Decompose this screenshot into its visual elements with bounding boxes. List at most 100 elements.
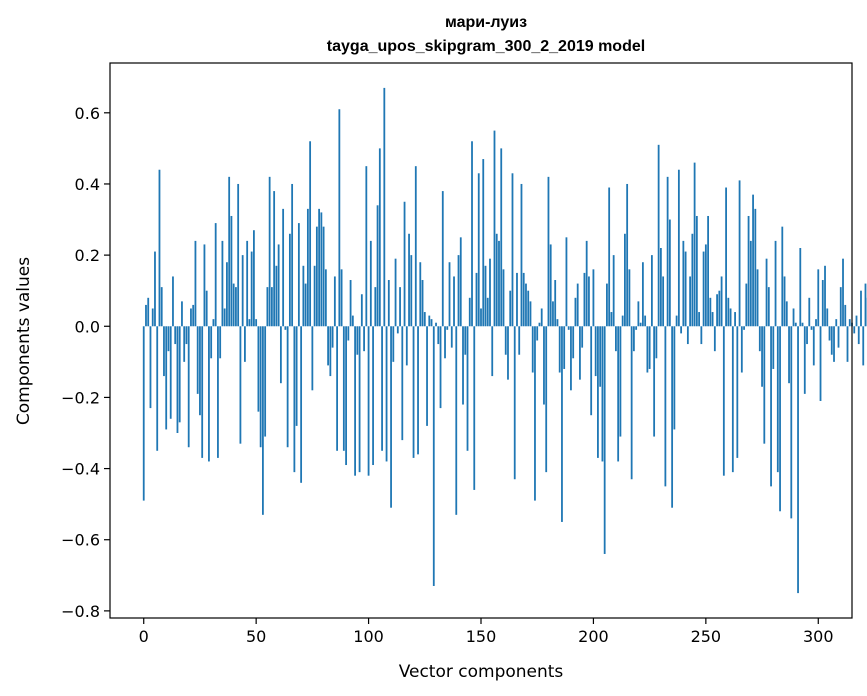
bar-71 xyxy=(302,265,305,327)
bar-89 xyxy=(342,326,345,451)
bar-235 xyxy=(671,326,674,508)
bar-5 xyxy=(154,251,156,327)
bar-123 xyxy=(419,262,422,327)
bar-70 xyxy=(300,326,303,483)
bar-144 xyxy=(466,326,469,451)
bar-7 xyxy=(158,169,161,327)
bar-194 xyxy=(579,326,581,380)
bar-214 xyxy=(624,233,626,327)
bar-280 xyxy=(772,326,775,369)
bar-41 xyxy=(235,287,237,327)
bar-238 xyxy=(677,169,680,327)
bar-204 xyxy=(601,326,604,462)
bar-142 xyxy=(462,326,464,405)
y-tick-label: −0.4 xyxy=(61,460,100,479)
bar-209 xyxy=(612,255,615,327)
bar-198 xyxy=(588,276,590,327)
bar-271 xyxy=(752,194,754,327)
bar-275 xyxy=(761,326,763,387)
bar-13 xyxy=(172,276,174,327)
bar-205 xyxy=(603,326,606,554)
bar-15 xyxy=(176,326,179,433)
bar-37 xyxy=(226,262,228,327)
bar-93 xyxy=(351,315,354,327)
bar-116 xyxy=(403,201,406,327)
bar-24 xyxy=(196,326,199,394)
bar-170 xyxy=(525,283,527,327)
bar-68 xyxy=(295,326,298,426)
bar-197 xyxy=(585,240,588,327)
bar-290 xyxy=(794,322,797,327)
bar-278 xyxy=(767,287,770,327)
bar-32 xyxy=(214,223,217,327)
bar-121 xyxy=(414,166,417,327)
bar-29 xyxy=(208,326,210,462)
bar-109 xyxy=(387,280,390,327)
bar-130 xyxy=(435,322,437,327)
y-axis-label: Components values xyxy=(14,257,34,425)
bar-88 xyxy=(340,269,343,327)
bar-301 xyxy=(819,326,822,401)
bar-31 xyxy=(212,319,215,327)
bar-42 xyxy=(237,183,240,327)
bar-279 xyxy=(770,326,772,487)
bar-39 xyxy=(230,215,233,327)
bar-311 xyxy=(842,258,844,327)
bar-251 xyxy=(707,215,709,327)
bar-305 xyxy=(828,326,831,341)
bar-299 xyxy=(815,319,817,327)
bar-215 xyxy=(626,183,629,327)
bar-265 xyxy=(738,180,741,327)
bar-268 xyxy=(745,283,748,327)
bar-195 xyxy=(581,326,584,348)
bar-126 xyxy=(426,326,428,426)
bar-210 xyxy=(615,326,617,352)
bar-231 xyxy=(662,276,665,327)
bar-202 xyxy=(597,326,599,458)
bar-136 xyxy=(448,262,451,327)
bar-169 xyxy=(522,272,525,327)
bar-119 xyxy=(410,255,413,327)
bar-245 xyxy=(693,162,696,327)
bar-45 xyxy=(244,326,246,362)
bar-249 xyxy=(702,251,705,327)
bar-149 xyxy=(477,173,480,327)
bar-247 xyxy=(698,312,700,327)
bar-248 xyxy=(700,326,703,345)
bar-193 xyxy=(576,283,579,327)
bar-157 xyxy=(495,233,498,327)
bar-36 xyxy=(223,308,226,327)
bar-30 xyxy=(210,326,213,359)
bar-270 xyxy=(749,240,752,327)
bar-286 xyxy=(785,301,788,327)
bar-181 xyxy=(549,244,552,327)
plot-frame xyxy=(109,62,853,619)
bar-57 xyxy=(270,287,273,327)
bar-20 xyxy=(187,326,190,448)
bar-56 xyxy=(268,176,271,327)
bar-239 xyxy=(680,326,683,334)
bar-1 xyxy=(145,304,147,327)
bar-69 xyxy=(297,223,300,327)
bar-320 xyxy=(862,326,865,366)
bar-40 xyxy=(232,283,235,327)
bar-273 xyxy=(756,269,759,327)
bar-308 xyxy=(835,319,838,327)
bar-293 xyxy=(801,322,804,327)
bar-111 xyxy=(392,326,395,362)
bar-180 xyxy=(547,176,550,327)
y-tick-label: 0.0 xyxy=(75,317,100,336)
bar-97 xyxy=(360,294,363,327)
bar-34 xyxy=(219,326,222,359)
bar-233 xyxy=(666,176,669,327)
bar-98 xyxy=(363,326,365,352)
y-tick-label: 0.4 xyxy=(75,175,100,194)
bar-81 xyxy=(324,269,327,327)
bar-110 xyxy=(390,326,392,508)
bar-54 xyxy=(264,326,267,437)
bar-154 xyxy=(489,258,491,327)
bar-192 xyxy=(574,297,577,327)
bar-4 xyxy=(151,308,154,327)
bar-263 xyxy=(734,312,736,327)
bar-261 xyxy=(729,308,732,327)
